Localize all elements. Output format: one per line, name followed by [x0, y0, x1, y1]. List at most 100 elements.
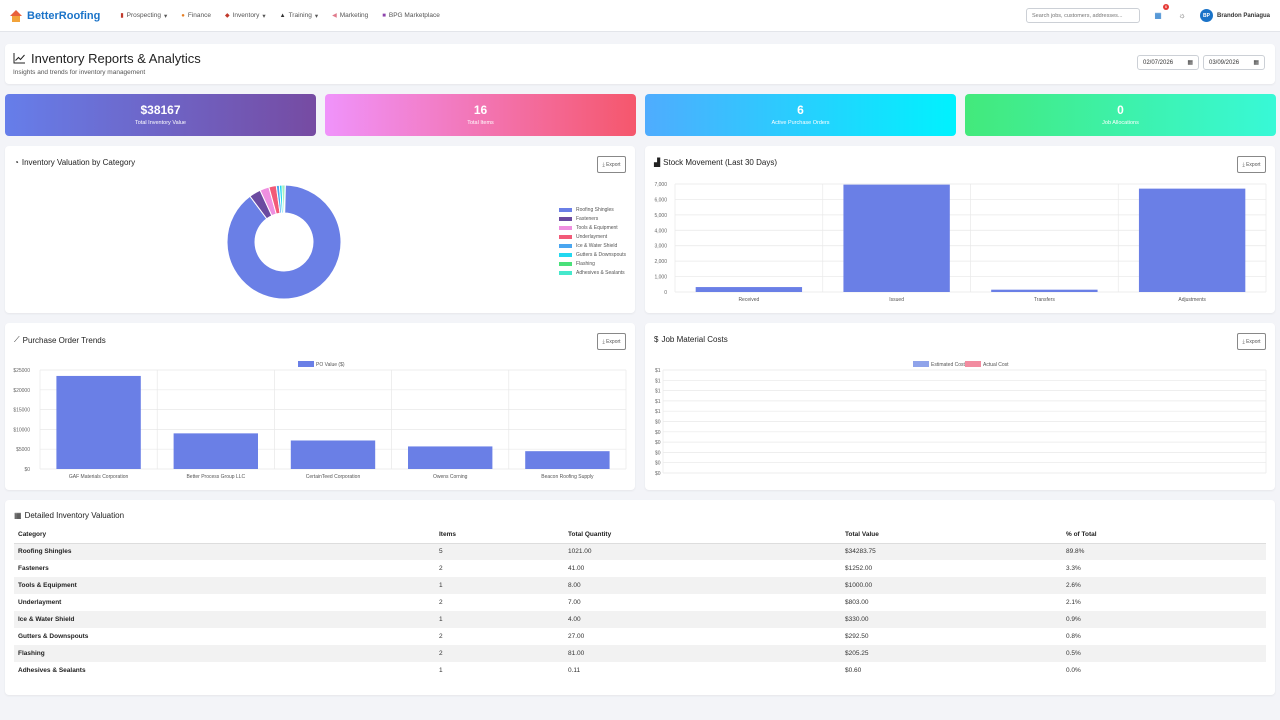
bar[interactable]: [991, 289, 1098, 292]
legend-swatch: [559, 270, 572, 275]
bar[interactable]: [290, 440, 376, 469]
legend-swatch: [559, 234, 572, 239]
legend-label: Tools & Equipment: [576, 224, 618, 231]
house-logo-icon: [10, 9, 22, 22]
y-tick-label: $1: [655, 389, 661, 395]
export-button[interactable]: ⤓ Export: [597, 156, 626, 173]
bar[interactable]: [695, 287, 803, 292]
nav-finance[interactable]: ● Finance: [181, 12, 211, 19]
table-cell: 89.8%: [1066, 548, 1085, 556]
bar[interactable]: [1138, 188, 1246, 292]
table-cell: 7.00: [568, 599, 581, 606]
x-tick-label: Owens Corning: [433, 474, 468, 480]
table-row: Ice & Water Shield 1 4.00 $330.00 0.9%: [14, 611, 1266, 628]
search-input[interactable]: [1025, 8, 1140, 23]
calendar-button[interactable]: ▦ 6: [1152, 3, 1169, 22]
legend-swatch: [559, 252, 572, 257]
y-tick-label: $0: [655, 430, 661, 436]
x-tick-label: CertainTeed Corporation: [306, 474, 361, 480]
date-to-input[interactable]: 03/09/2026 ▦: [1203, 55, 1265, 70]
line-chart-icon: ⟋: [14, 335, 20, 344]
legend-item[interactable]: Gutters & Downspouts: [559, 250, 626, 259]
table-cell: 27.00: [568, 633, 585, 640]
legend-swatch: [965, 361, 981, 367]
bar[interactable]: [56, 375, 141, 469]
bar[interactable]: [408, 446, 493, 469]
panel-title: ⟋ Purchase Order Trends: [14, 335, 106, 345]
legend-item[interactable]: Fasteners: [559, 214, 626, 223]
nav-bpg-marketplace[interactable]: ■ BPG Marketplace: [382, 12, 440, 19]
legend-item[interactable]: Roofing Shingles: [559, 205, 626, 214]
table-cell: 2: [439, 650, 443, 657]
download-icon: ⤓: [602, 161, 605, 168]
sun-icon: ☼: [1178, 11, 1186, 20]
page-subtitle: Insights and trends for inventory manage…: [13, 69, 146, 76]
nav-training[interactable]: ▲ Training ▾: [279, 12, 319, 20]
table-cell: 81.00: [568, 650, 585, 657]
pie-slice[interactable]: [283, 184, 286, 214]
date-from-input[interactable]: 02/07/2026 ▦: [1137, 55, 1199, 70]
y-tick-label: $25000: [13, 368, 30, 374]
legend-item[interactable]: Tools & Equipment: [559, 223, 626, 232]
user-name: Brandon Paniagua: [1216, 12, 1270, 19]
table-cell: $1000.00: [845, 582, 873, 589]
legend-label: Roofing Shingles: [576, 206, 614, 213]
table-cell: Fasteners: [18, 565, 49, 572]
page-title: Inventory Reports & Analytics: [13, 51, 1267, 66]
job-material-costs-chart: Estimated Cost Actual Cost $1 $1 $1 $1 $1 $0 $0 $…: [655, 361, 1267, 477]
table-cell: 0.0%: [1066, 667, 1081, 674]
column-header[interactable]: Category: [14, 526, 435, 544]
y-tick-label: $1: [655, 378, 661, 384]
valuation-table: Category Items Total Quantity Total Valu…: [14, 526, 1266, 679]
export-button[interactable]: ⤓ Export: [1237, 156, 1266, 173]
theme-toggle-button[interactable]: ☼: [1176, 10, 1188, 22]
legend-item[interactable]: Adhesives & Sealants: [559, 268, 626, 277]
nav-prospecting[interactable]: ▮ Prospecting ▾: [120, 12, 168, 20]
download-icon: ⤓: [1242, 161, 1245, 168]
user-menu[interactable]: BP Brandon Paniagua: [1199, 9, 1270, 22]
column-header[interactable]: Total Quantity: [564, 526, 841, 544]
nav-marketing[interactable]: ◀ Marketing: [332, 12, 369, 19]
table-cell: 0.8%: [1066, 633, 1081, 640]
table-cell: Flashing: [18, 650, 45, 657]
table-cell: 2: [439, 633, 443, 640]
x-tick-label: Received: [738, 297, 759, 303]
table-cell: 1: [439, 667, 443, 674]
nav-inventory[interactable]: ◆ Inventory ▾: [224, 12, 266, 20]
y-tick-label: $1: [655, 409, 661, 415]
legend-item[interactable]: Flashing: [559, 259, 626, 268]
bar-chart-icon: ▟: [654, 158, 661, 167]
y-tick-label: $0: [655, 461, 661, 467]
legend-label: Flashing: [576, 260, 595, 267]
legend-swatch: [913, 361, 929, 367]
stat-total-items: 16 Total Items: [325, 94, 636, 136]
legend-label: Gutters & Downspouts: [576, 251, 627, 258]
brand-name: BetterRoofing: [27, 9, 101, 22]
column-header[interactable]: Total Value: [841, 526, 1062, 544]
table-cell: 1: [439, 582, 443, 589]
legend-item[interactable]: Underlayment: [559, 232, 626, 241]
table-cell: $34283.75: [845, 548, 876, 556]
export-button[interactable]: ⤓ Export: [597, 333, 626, 350]
legend-item[interactable]: Ice & Water Shield: [559, 241, 626, 250]
legend-swatch: [559, 216, 572, 221]
bar[interactable]: [843, 184, 950, 292]
table-cell: 4.00: [568, 616, 581, 623]
table-cell: Gutters & Downspouts: [18, 633, 89, 640]
bar[interactable]: [525, 451, 610, 469]
legend-swatch: [559, 261, 572, 266]
export-button[interactable]: ⤓ Export: [1237, 333, 1266, 350]
column-header[interactable]: % of Total: [1062, 526, 1266, 544]
bar[interactable]: [173, 433, 258, 469]
chevron-down-icon: ▾: [262, 12, 266, 20]
pie-slice[interactable]: [226, 184, 342, 300]
table-row: Tools & Equipment 1 8.00 $1000.00 2.6%: [14, 577, 1266, 594]
x-tick-label: GAF Materials Corporation: [69, 474, 129, 480]
table-cell: $1252.00: [845, 565, 873, 572]
column-header[interactable]: Items: [435, 526, 564, 544]
table-row: Roofing Shingles 5 1021.00 $34283.75 89.8%: [14, 543, 1266, 560]
brand[interactable]: BetterRoofing: [10, 9, 101, 22]
y-tick-label: 6,000: [654, 197, 667, 203]
table-body: Roofing Shingles 5 1021.00 $34283.75 89.8% Fa…: [14, 543, 1266, 679]
top-navbar: BetterRoofing ▮ Prospecting ▾ ● Finance ◆ In…: [0, 0, 1280, 32]
